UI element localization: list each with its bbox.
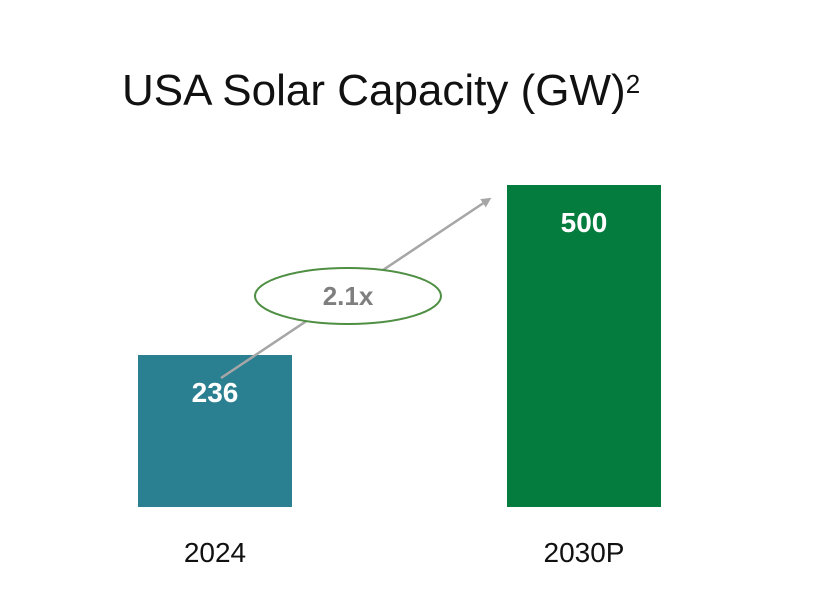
chart-title: USA Solar Capacity (GW)2: [122, 66, 640, 116]
labels-group: 236 2024 500 2030P: [184, 207, 625, 568]
category-label-2030P: 2030P: [544, 537, 625, 568]
chart-title-superscript: 2: [625, 69, 641, 100]
bar-value-label-2024: 236: [192, 377, 239, 408]
bar-2030P: [507, 185, 661, 507]
chart-title-text: USA Solar Capacity (GW): [122, 66, 626, 115]
bars-group: [138, 185, 661, 507]
category-label-2024: 2024: [184, 537, 246, 568]
bar-2024: [138, 355, 292, 507]
growth-annotation-label: 2.1x: [323, 281, 374, 311]
bar-value-label-2030P: 500: [561, 207, 608, 238]
growth-annotation-ellipse: [254, 267, 442, 325]
